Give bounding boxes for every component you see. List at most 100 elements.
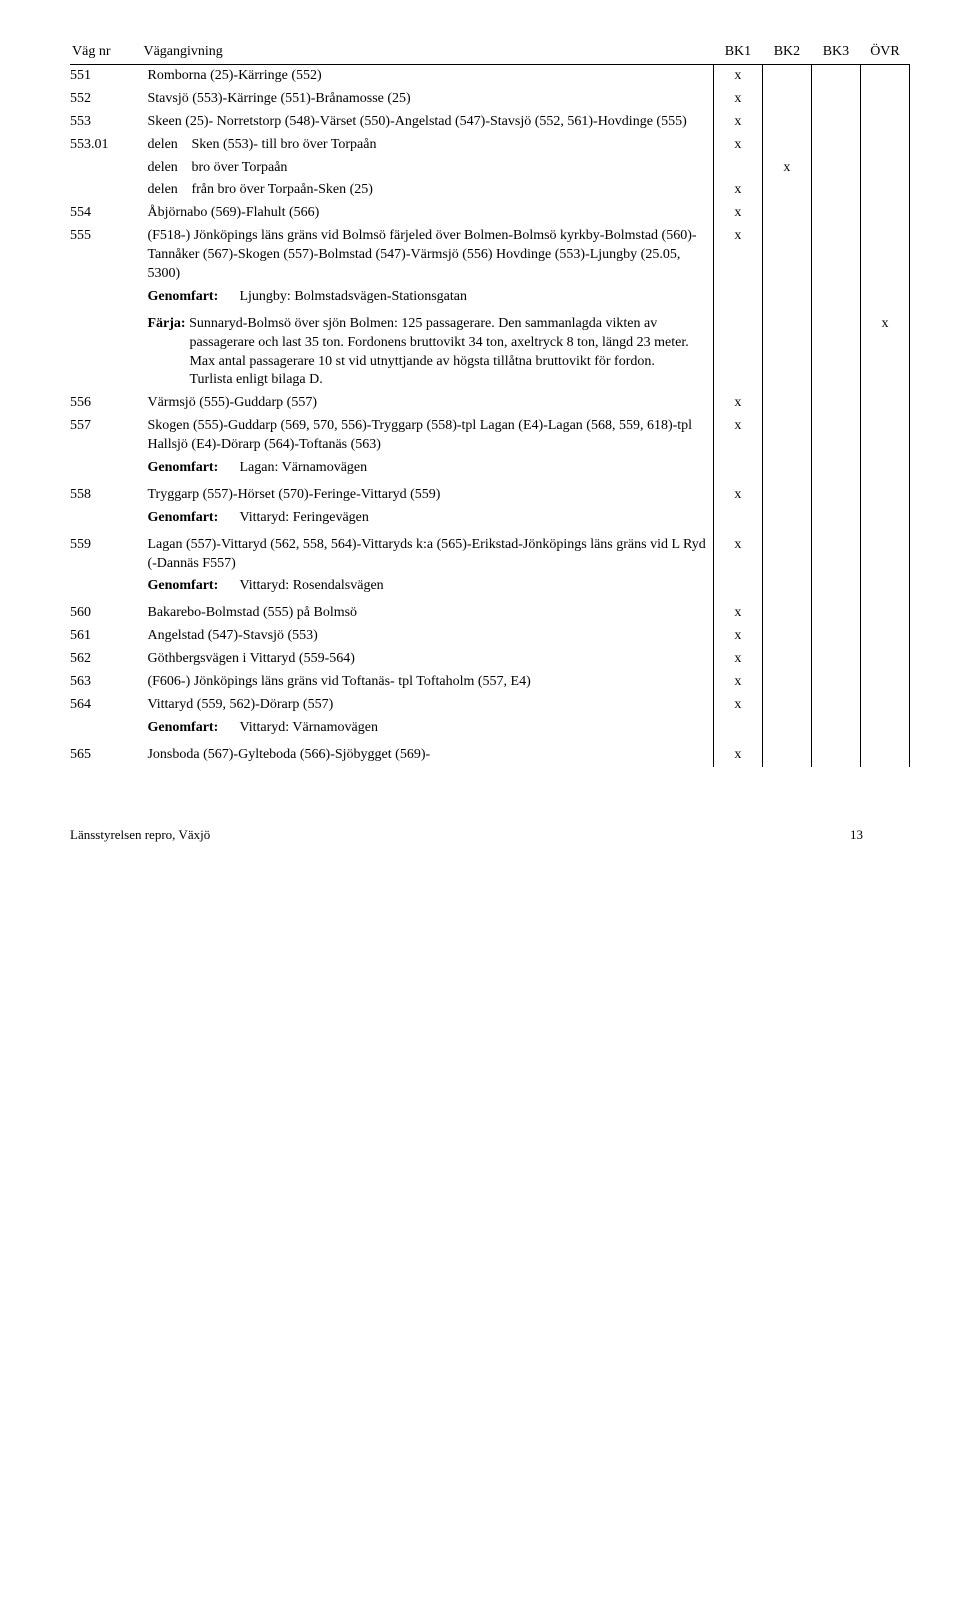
col-vagnr: Väg nr [70, 40, 141, 65]
cell-bk2 [762, 602, 811, 625]
cell-desc: Genomfart:Lagan: Värnamovägen [141, 457, 713, 484]
cell-desc: Vittaryd (559, 562)-Dörarp (557) [141, 694, 713, 717]
footer-left: Länsstyrelsen repro, Växjö [70, 827, 850, 843]
cell-ovr [860, 134, 909, 157]
cell-bk2 [762, 65, 811, 88]
cell-vagnr: 560 [70, 602, 141, 625]
cell-bk1: x [713, 111, 762, 134]
cell-bk1 [713, 507, 762, 534]
genomfart-label: Genomfart: [147, 719, 239, 738]
table-row: 560Bakarebo-Bolmstad (555) på Bolmsöx [70, 602, 910, 625]
cell-desc: Värmsjö (555)-Guddarp (557) [141, 392, 713, 415]
cell-bk2 [762, 225, 811, 286]
cell-bk3 [811, 507, 860, 534]
delen-text: från bro över Torpaån-Sken (25) [191, 182, 372, 197]
table-row: 553.01delenSken (553)- till bro över Tor… [70, 134, 910, 157]
genomfart-label: Genomfart: [147, 288, 239, 307]
cell-vagnr: 554 [70, 202, 141, 225]
cell-ovr [860, 202, 909, 225]
cell-vagnr: 553 [70, 111, 141, 134]
cell-bk2: x [762, 157, 811, 180]
cell-desc: Åbjörnabo (569)-Flahult (566) [141, 202, 713, 225]
col-bk1: BK1 [713, 40, 762, 65]
cell-ovr [860, 179, 909, 202]
cell-bk3 [811, 88, 860, 111]
cell-bk3 [811, 648, 860, 671]
cell-bk3 [811, 415, 860, 457]
col-bk3: BK3 [811, 40, 860, 65]
cell-vagnr: 563 [70, 671, 141, 694]
table-row: delenfrån bro över Torpaån-Sken (25)x [70, 179, 910, 202]
genomfart-label: Genomfart: [147, 509, 239, 528]
table-row: 552Stavsjö (553)-Kärringe (551)-Brånamos… [70, 88, 910, 111]
cell-vagnr [70, 717, 141, 744]
cell-bk2 [762, 694, 811, 717]
cell-bk1: x [713, 484, 762, 507]
cell-bk3 [811, 625, 860, 648]
cell-bk2 [762, 744, 811, 767]
genomfart-value: Vittaryd: Värnamovägen [239, 719, 706, 738]
farja-text: Färja: Sunnaryd-Bolmsö över sjön Bolmen:… [147, 315, 706, 391]
cell-vagnr [70, 457, 141, 484]
cell-bk2 [762, 88, 811, 111]
cell-bk2 [762, 648, 811, 671]
cell-bk1: x [713, 225, 762, 286]
cell-bk1 [713, 157, 762, 180]
table-row: 557Skogen (555)-Guddarp (569, 570, 556)-… [70, 415, 910, 457]
cell-vagnr [70, 286, 141, 313]
cell-bk1 [713, 286, 762, 313]
cell-desc: Skogen (555)-Guddarp (569, 570, 556)-Try… [141, 415, 713, 457]
cell-vagnr: 562 [70, 648, 141, 671]
footer-page: 13 [850, 827, 910, 843]
cell-ovr [860, 111, 909, 134]
cell-bk3 [811, 457, 860, 484]
cell-bk2 [762, 484, 811, 507]
cell-bk1 [713, 717, 762, 744]
table-row: Genomfart:Vittaryd: Värnamovägen [70, 717, 910, 744]
delen-text: bro över Torpaån [191, 160, 287, 175]
cell-vagnr [70, 507, 141, 534]
cell-desc: Lagan (557)-Vittaryd (562, 558, 564)-Vit… [141, 534, 713, 576]
cell-ovr: x [860, 313, 909, 393]
cell-bk3 [811, 313, 860, 393]
genomfart-label: Genomfart: [147, 577, 239, 596]
col-ovr: ÖVR [860, 40, 909, 65]
cell-bk1 [713, 575, 762, 602]
cell-bk2 [762, 392, 811, 415]
cell-desc: Bakarebo-Bolmstad (555) på Bolmsö [141, 602, 713, 625]
cell-bk2 [762, 717, 811, 744]
table-row: 561Angelstad (547)-Stavsjö (553)x [70, 625, 910, 648]
cell-desc: Jonsboda (567)-Gylteboda (566)-Sjöbygget… [141, 744, 713, 767]
cell-bk1: x [713, 415, 762, 457]
table-row: 565Jonsboda (567)-Gylteboda (566)-Sjöbyg… [70, 744, 910, 767]
cell-vagnr: 557 [70, 415, 141, 457]
cell-ovr [860, 65, 909, 88]
cell-vagnr: 559 [70, 534, 141, 576]
cell-ovr [860, 88, 909, 111]
table-row: Färja: Sunnaryd-Bolmsö över sjön Bolmen:… [70, 313, 910, 393]
delen-text: Sken (553)- till bro över Torpaån [191, 137, 376, 152]
cell-bk3 [811, 744, 860, 767]
cell-bk1: x [713, 88, 762, 111]
delen-label: delen [147, 136, 191, 155]
cell-bk3 [811, 575, 860, 602]
cell-bk3 [811, 534, 860, 576]
table-row: 551Romborna (25)-Kärringe (552)x [70, 65, 910, 88]
cell-ovr [860, 602, 909, 625]
table-row: 554Åbjörnabo (569)-Flahult (566)x [70, 202, 910, 225]
genomfart-value: Vittaryd: Feringevägen [239, 509, 706, 528]
genomfart-value: Ljungby: Bolmstadsvägen-Stationsgatan [239, 288, 706, 307]
cell-bk1: x [713, 671, 762, 694]
cell-ovr [860, 575, 909, 602]
table-row: 558Tryggarp (557)-Hörset (570)-Feringe-V… [70, 484, 910, 507]
cell-desc: Genomfart:Vittaryd: Värnamovägen [141, 717, 713, 744]
cell-ovr [860, 484, 909, 507]
cell-ovr [860, 392, 909, 415]
cell-bk3 [811, 65, 860, 88]
cell-bk1: x [713, 534, 762, 576]
cell-ovr [860, 225, 909, 286]
genomfart-label: Genomfart: [147, 459, 239, 478]
cell-bk2 [762, 415, 811, 457]
cell-desc: Färja: Sunnaryd-Bolmsö över sjön Bolmen:… [141, 313, 713, 393]
table-row: 562Göthbergsvägen i Vittaryd (559-564)x [70, 648, 910, 671]
